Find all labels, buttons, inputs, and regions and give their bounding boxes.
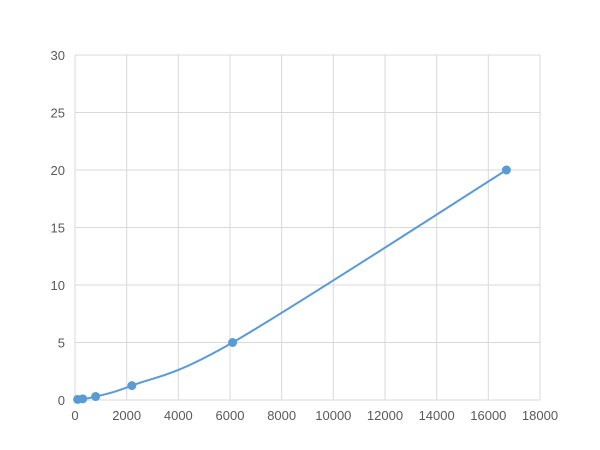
- y-tick-label: 20: [51, 163, 65, 178]
- x-tick-label: 2000: [112, 408, 141, 423]
- data-point: [91, 392, 101, 402]
- x-tick-label: 10000: [315, 408, 351, 423]
- data-point: [228, 338, 238, 347]
- x-tick-label: 6000: [216, 408, 245, 423]
- x-tick-label: 4000: [164, 408, 193, 423]
- x-tick-label: 14000: [419, 408, 455, 423]
- x-tick-label: 8000: [267, 408, 296, 423]
- x-tick-label: 18000: [522, 408, 558, 423]
- y-tick-label: 25: [51, 106, 65, 121]
- y-tick-label: 15: [51, 221, 65, 236]
- y-tick-label: 5: [58, 336, 65, 351]
- y-tick-label: 30: [51, 48, 65, 63]
- x-tick-label: 0: [71, 408, 78, 423]
- y-tick-label: 10: [51, 278, 65, 293]
- data-point: [127, 381, 137, 391]
- x-tick-label: 16000: [470, 408, 506, 423]
- y-tick-label: 0: [58, 393, 65, 408]
- x-tick-label: 12000: [367, 408, 403, 423]
- data-point: [78, 394, 88, 404]
- data-point: [501, 165, 511, 175]
